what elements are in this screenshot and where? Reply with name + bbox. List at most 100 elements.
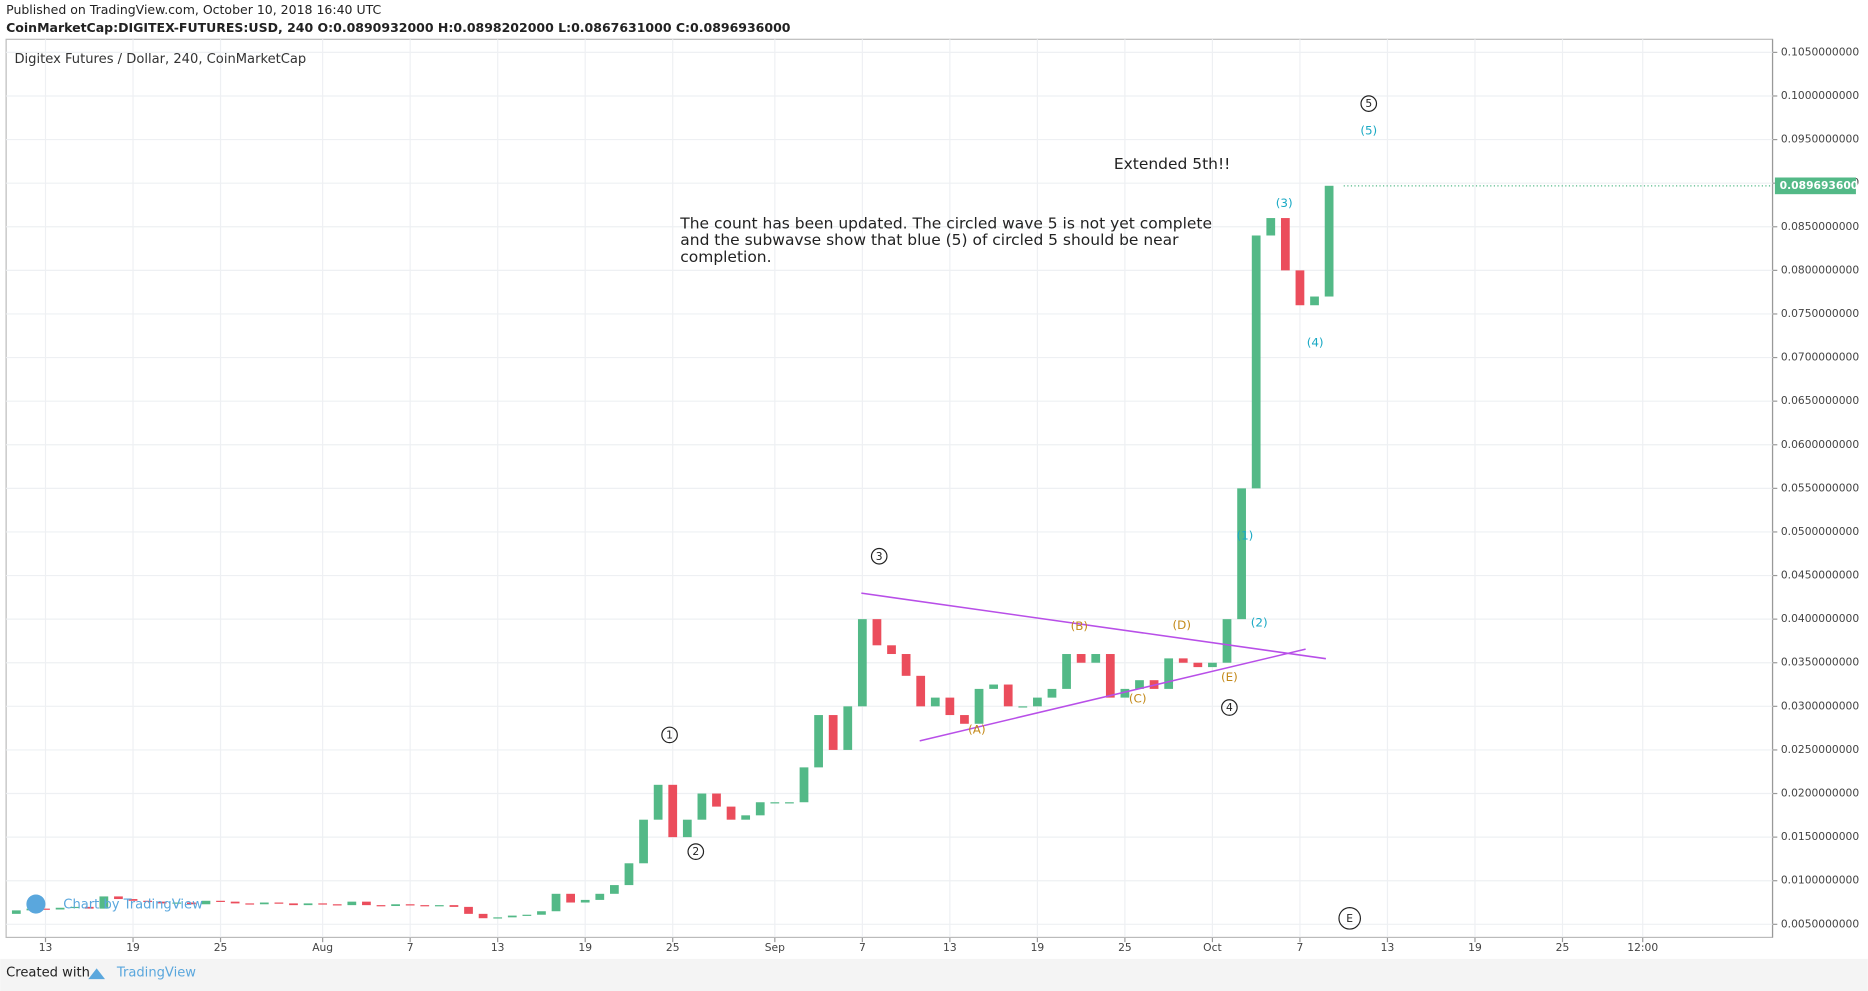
wave-label: 4 [1226,701,1233,714]
candle-body [580,899,590,903]
candle-body [916,675,926,707]
candle-body [828,715,838,750]
candle-body [1178,658,1188,663]
wave-circle [1360,95,1378,112]
candle-body [216,900,225,902]
candle-body [1280,218,1290,271]
candle-body [960,715,969,724]
y-tick-label: 0.0950000000 [1781,133,1859,146]
wave-circle [870,547,888,565]
x-tick-label: Sep [765,941,785,954]
candle-body [1310,296,1319,306]
y-tick-label: 0.1050000000 [1781,45,1859,58]
candle-body [41,908,50,910]
watermark-text: Chart by TradingView [63,898,203,913]
candle-body [974,688,984,724]
last-price-box [1774,177,1856,195]
x-tick-label: 19 [1468,941,1482,954]
candle-body [785,802,794,804]
wave-label: (1) [1236,528,1253,542]
candle-body [1295,270,1305,306]
x-tick-label: 25 [666,941,680,954]
wave-circle [661,726,678,744]
candle-body [55,907,65,910]
candle-body [1105,654,1115,698]
candle-body [99,896,109,909]
x-tick-label: 13 [491,941,505,954]
x-tick-label: 25 [1118,941,1132,954]
wave-circle [1338,907,1362,930]
brand-logo [88,968,105,980]
last-price-label: 0.0896936000 [1780,179,1866,192]
candle-body [259,902,269,905]
candle-body [770,802,780,804]
candle-body [945,697,955,716]
extended-label: Extended 5th!! [1114,155,1231,173]
triangle-upper [861,592,1326,660]
x-tick-label: 13 [1381,941,1395,954]
candle-body [186,902,196,905]
triangle-lower [919,648,1306,742]
candle-body [1251,235,1261,489]
x-tick-label: 19 [578,941,592,954]
x-tick-label: 13 [943,941,957,954]
candle-body [639,819,648,864]
y-tick-label: 0.0100000000 [1781,874,1859,887]
wave-label: (A) [968,723,985,737]
candle-body [755,802,765,816]
created-with: Created with [6,966,90,981]
candle-body [566,893,575,903]
x-tick-label: 19 [1031,941,1045,954]
candle-body [537,911,546,915]
footer-bar [0,958,1868,991]
watermark: Chart by TradingView [26,894,203,914]
candle-body [70,906,80,909]
note-line: and the subwavse show that blue (5) of c… [680,231,1179,249]
wave-label: (3) [1276,196,1293,210]
candle-body [682,819,692,838]
wave-circle [687,843,705,860]
x-tick-label: 25 [214,941,228,954]
candle-body [901,654,911,676]
candle-body [668,784,678,838]
candle-body [376,905,386,907]
candle-body [245,903,255,905]
symbol-line: CoinMarketCap:DIGITEX-FUTURES:USD, 240 O… [6,20,791,35]
wave-label: 5 [1365,97,1372,110]
candle-body [84,906,94,909]
candle-body [1120,688,1130,698]
brand: TradingView [116,966,196,981]
y-tick-label: 0.0400000000 [1781,612,1859,625]
candle-body [405,904,415,906]
candle-body [114,896,123,900]
candle-body [872,619,882,646]
candle-body [11,910,21,914]
candle-body [624,863,634,886]
candle-body [172,902,182,904]
wave-label: (C) [1129,692,1147,706]
x-tick-label: 7 [407,941,414,954]
candle-body [697,793,707,820]
y-tick-label: 0.0450000000 [1781,569,1859,582]
x-tick-label: 25 [1556,941,1570,954]
note-line: completion. [680,248,771,266]
candle-body [653,784,663,820]
candle-body [1018,706,1028,708]
candle-body [391,904,400,907]
candle-body [1237,488,1246,620]
candle-body [887,645,896,655]
candle-body [1208,662,1217,668]
candle-body [741,815,751,820]
y-tick-label: 0.0650000000 [1781,394,1859,407]
candle-body [595,893,605,900]
candle-body [1047,688,1057,698]
candle-body [449,905,459,907]
wave-label: 1 [666,729,673,742]
candle-body [289,903,298,906]
candle-body [1076,654,1086,663]
candle-body [434,905,444,907]
candle-body [230,901,240,904]
y-tick-label: 0.1000000000 [1781,89,1859,102]
candle-body [274,902,284,904]
